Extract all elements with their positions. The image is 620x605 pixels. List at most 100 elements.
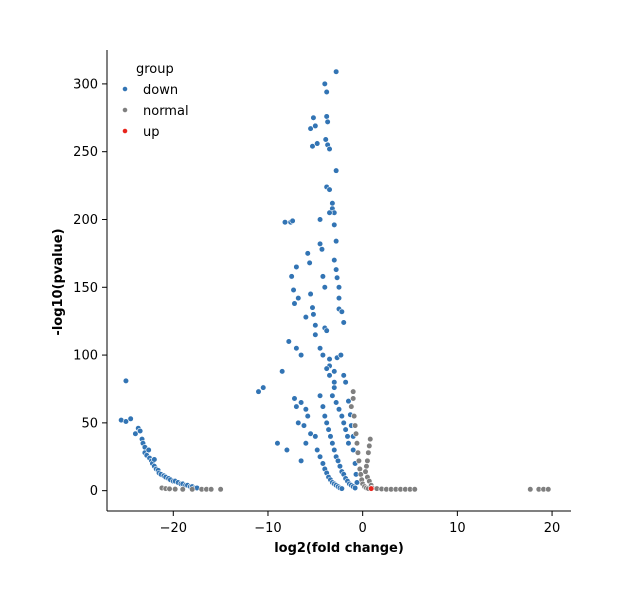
data-point-down [307, 430, 314, 437]
data-point-normal [366, 442, 373, 450]
y-tick-label: 250 [73, 145, 98, 160]
y-tick-label: 300 [73, 77, 98, 92]
data-point-normal [208, 486, 215, 493]
data-point-normal [179, 486, 186, 493]
data-point-down [285, 338, 292, 345]
data-point-down [353, 479, 361, 486]
data-point-down [260, 384, 267, 391]
data-point-down [331, 379, 338, 386]
data-point-down [316, 240, 324, 247]
x-tick-label: −10 [254, 521, 281, 536]
data-point-normal [364, 457, 371, 464]
data-point-down [319, 460, 327, 467]
data-point-down [302, 440, 309, 447]
data-point-down [340, 419, 347, 426]
data-point-normal [189, 486, 196, 493]
data-point-down [283, 446, 291, 454]
x-tick-label: 0 [359, 521, 367, 536]
data-point-normal [355, 457, 362, 464]
data-point-normal [367, 436, 374, 443]
data-point-down [338, 485, 345, 492]
data-point-normal [545, 486, 552, 493]
data-point-down [326, 186, 333, 193]
data-point-down [333, 68, 340, 75]
data-point-down [309, 143, 316, 150]
data-point-normal [352, 422, 359, 429]
data-point-down [316, 345, 324, 352]
data-point-down [326, 372, 333, 379]
data-point-down [316, 392, 324, 399]
data-point-normal [362, 468, 369, 475]
legend-entry-up: up [122, 125, 160, 140]
x-tick-label: −20 [160, 521, 187, 536]
data-point-down [326, 356, 333, 363]
data-point-down [302, 314, 309, 321]
data-point-down [122, 418, 130, 425]
data-point-normal [352, 430, 360, 437]
data-point-down [335, 406, 343, 413]
data-point-down [319, 273, 327, 280]
x-axis-title: log2(fold change) [274, 541, 404, 556]
data-point-down [312, 322, 319, 329]
data-point-down [333, 238, 340, 245]
x-tick-label: 10 [449, 521, 466, 536]
data-point-down [324, 118, 331, 125]
data-point-down [309, 304, 316, 311]
data-point-down [289, 217, 296, 224]
data-points [118, 68, 552, 493]
data-point-normal [411, 486, 418, 493]
legend-marker-up [122, 128, 128, 134]
data-point-normal [166, 485, 173, 493]
data-point-down [344, 433, 351, 440]
legend-entry-down: down [122, 83, 178, 98]
axes [106, 50, 571, 512]
data-point-down [151, 456, 158, 463]
data-point-down [293, 403, 300, 410]
y-axis-title: -log10(pvalue) [51, 228, 66, 335]
data-point-down [298, 399, 305, 406]
data-point-normal [350, 388, 357, 395]
data-point-normal [217, 486, 224, 493]
data-point-down [331, 384, 338, 391]
data-point-down [298, 457, 305, 464]
data-point-down [333, 266, 340, 273]
y-tick-label: 200 [73, 213, 98, 228]
x-ticks: −20 −10 0 10 20 [160, 511, 560, 536]
data-point-down [145, 446, 152, 454]
data-point-normal [172, 486, 179, 493]
series-down [118, 68, 361, 492]
data-point-up [368, 485, 375, 492]
data-point-down [318, 246, 326, 253]
data-point-down [312, 433, 319, 440]
data-point-down [298, 351, 305, 359]
data-point-down [281, 219, 289, 226]
data-point-down [345, 398, 352, 405]
data-point-down [127, 415, 134, 422]
data-point-down [316, 216, 324, 223]
data-point-down [331, 257, 338, 264]
data-point-down [321, 284, 328, 291]
data-point-down [290, 286, 297, 294]
data-point-down [331, 368, 338, 375]
data-point-down [323, 327, 330, 334]
data-point-down [333, 167, 340, 174]
data-point-down [323, 365, 330, 372]
data-point-down [336, 463, 344, 470]
data-point-normal [353, 440, 361, 447]
data-point-normal [350, 395, 357, 402]
data-point-down [307, 125, 314, 132]
data-point-down [291, 395, 298, 402]
data-point-down [137, 427, 144, 435]
legend-marker-normal [122, 107, 128, 113]
data-point-down [334, 457, 342, 464]
legend-label-down: down [143, 83, 178, 98]
data-point-down [340, 319, 347, 326]
data-point-down [255, 388, 262, 395]
legend: group down normal up [122, 62, 189, 140]
data-point-down [310, 114, 317, 121]
data-point-down [326, 209, 333, 216]
data-point-down [304, 412, 311, 420]
data-point-down [293, 345, 300, 352]
legend-title: group [136, 62, 174, 77]
